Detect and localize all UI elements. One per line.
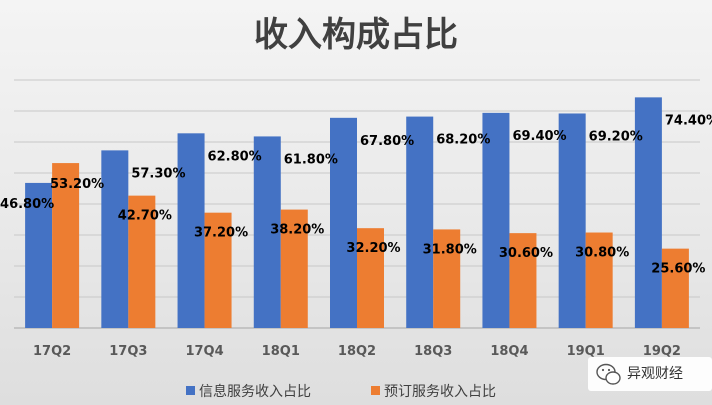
x-tick-18Q3: 18Q3 [414, 344, 452, 359]
bar-info-17Q3 [101, 150, 129, 328]
legend-label-booking: 预订服务收入占比 [384, 384, 496, 400]
bar-booking-18Q2 [357, 228, 384, 328]
legend-swatch-booking [371, 386, 380, 395]
data-label-booking-18Q1: 38.20% [270, 223, 324, 238]
data-label-info-17Q3: 57.30% [131, 166, 185, 181]
bar-info-18Q1 [253, 136, 281, 328]
legend-label-info: 信息服务收入占比 [199, 383, 311, 400]
bar-info-18Q2 [330, 117, 357, 328]
x-tick-19Q1: 19Q1 [567, 344, 605, 359]
x-tick-18Q1: 18Q1 [262, 344, 300, 359]
data-label-info-19Q2: 74.40% [665, 113, 712, 128]
data-label-booking-18Q2: 32.20% [346, 241, 400, 256]
data-label-info-19Q1: 69.20% [589, 129, 643, 144]
bar-booking-17Q3 [128, 195, 156, 328]
bar-booking-17Q2 [52, 163, 80, 328]
data-labels: 46.80% 53.20% 57.30% 42.70% 62.80% 37.20% 61.8… [0, 113, 712, 276]
data-label-booking-18Q3: 31.80% [423, 242, 477, 257]
watermark-text: 异观财经 [627, 366, 683, 382]
x-tick-17Q4: 17Q4 [185, 344, 223, 359]
bar-info-19Q2 [634, 97, 662, 328]
bar-info-17Q4 [177, 133, 205, 328]
legend-swatch-info [186, 386, 195, 395]
x-tick-17Q3: 17Q3 [109, 344, 147, 359]
data-label-info-18Q4: 69.40% [512, 129, 566, 144]
x-axis-ticks: 17Q2 17Q3 17Q4 18Q1 18Q2 18Q3 18Q4 19Q1 19Q2 [33, 344, 681, 359]
wechat-icon [596, 363, 621, 385]
watermark: 异观财经 [588, 357, 712, 391]
bar-booking-19Q2 [661, 248, 689, 328]
bars [25, 97, 689, 328]
data-label-info-17Q4: 62.80% [208, 149, 262, 164]
data-label-info-18Q1: 61.80% [284, 152, 338, 167]
data-label-booking-18Q4: 30.60% [499, 246, 553, 261]
bar-info-19Q1 [558, 113, 586, 328]
chart-title: 收入构成占比 [254, 15, 458, 55]
bar-info-18Q3 [406, 116, 434, 328]
data-label-booking-17Q2: 53.20% [50, 177, 104, 192]
data-label-booking-19Q2: 25.60% [651, 262, 705, 277]
x-tick-19Q2: 19Q2 [643, 344, 681, 359]
x-tick-18Q4: 18Q4 [490, 344, 528, 359]
bar-booking-18Q1 [280, 209, 308, 328]
data-label-info-18Q2: 67.80% [360, 134, 414, 149]
data-label-info-17Q2: 46.80% [0, 197, 54, 212]
data-label-booking-17Q4: 37.20% [194, 226, 248, 241]
bar-booking-18Q4 [509, 233, 537, 328]
data-label-booking-17Q3: 42.70% [118, 209, 172, 224]
data-label-booking-19Q1: 30.80% [575, 246, 629, 261]
bar-booking-17Q4 [204, 212, 232, 328]
legend: 信息服务收入占比 预订服务收入占比 [186, 383, 496, 400]
bar-info-17Q2 [25, 182, 53, 328]
x-tick-17Q2: 17Q2 [33, 344, 71, 359]
bar-booking-18Q3 [433, 229, 461, 328]
bar-booking-19Q1 [585, 232, 613, 328]
x-tick-18Q2: 18Q2 [338, 344, 376, 359]
bar-info-18Q4 [482, 112, 510, 328]
data-label-info-18Q3: 68.20% [436, 133, 490, 148]
